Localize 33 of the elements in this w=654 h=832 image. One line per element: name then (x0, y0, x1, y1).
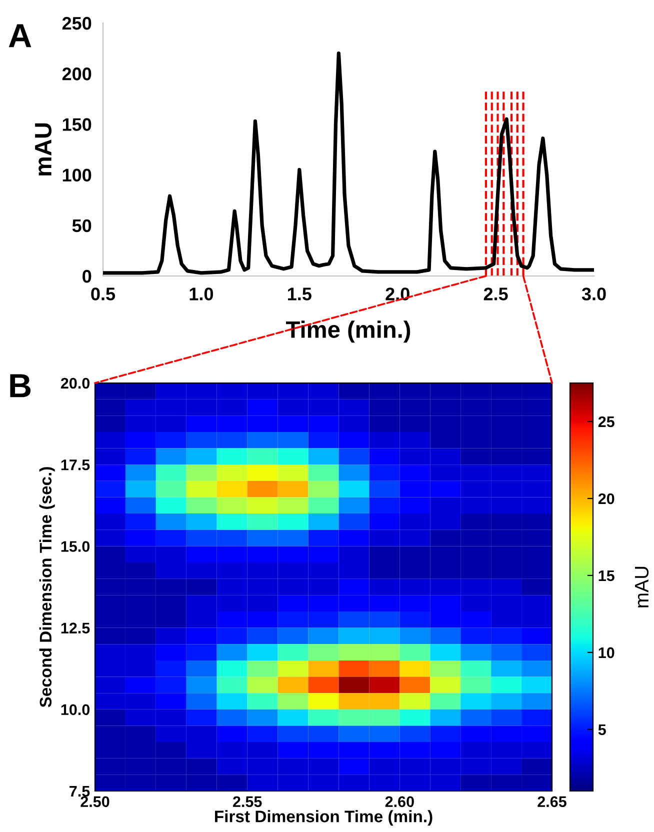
y-tick-label: 200 (62, 68, 92, 80)
x-tick-label: 1.5 (288, 288, 312, 300)
color-bar-label: 15 (598, 570, 614, 582)
y-tick-label: 7.5 (70, 786, 90, 797)
y-tick-label: 50 (72, 219, 92, 232)
y-axis-title: mAU (35, 123, 52, 176)
y-tick-label: 17.5 (61, 460, 90, 470)
y-tick-label: 12.5 (61, 622, 90, 634)
x-tick-label: 2.5 (484, 288, 508, 300)
y-tick-label: 250 (62, 16, 92, 30)
y-tick-label: 10.0 (61, 704, 90, 716)
y-tick-label: 20.0 (60, 378, 90, 389)
color-bar-title: mAU (635, 566, 649, 608)
y-tick-label: 100 (62, 168, 92, 182)
color-bar-label: 25 (598, 416, 614, 428)
x-tick-label: 3.0 (582, 288, 606, 300)
x-axis-title: Time (min.) (286, 320, 410, 343)
x-tick-label: 2.50 (80, 796, 110, 808)
x-tick-label: 2.65 (538, 796, 566, 808)
x-tick-label: 1.0 (190, 288, 214, 300)
y-tick-label: 15.0 (61, 541, 90, 552)
x-tick-label: 2.60 (385, 796, 414, 808)
color-bar-label: 20 (598, 493, 614, 504)
color-bar-label: 10 (598, 647, 614, 658)
color-bar-label: 5 (598, 724, 606, 736)
text: B (10, 374, 31, 398)
y-axis-title: Second Dimension Time (sec.) (39, 467, 55, 708)
text: A (8, 24, 32, 48)
y-tick-label: 150 (62, 118, 92, 131)
y-tick-label: 0 (82, 270, 92, 283)
x-tick-label: 0.5 (91, 288, 116, 300)
x-axis-title: First Dimension Time (min.) (215, 810, 432, 826)
x-tick-label: 2.55 (232, 796, 262, 808)
